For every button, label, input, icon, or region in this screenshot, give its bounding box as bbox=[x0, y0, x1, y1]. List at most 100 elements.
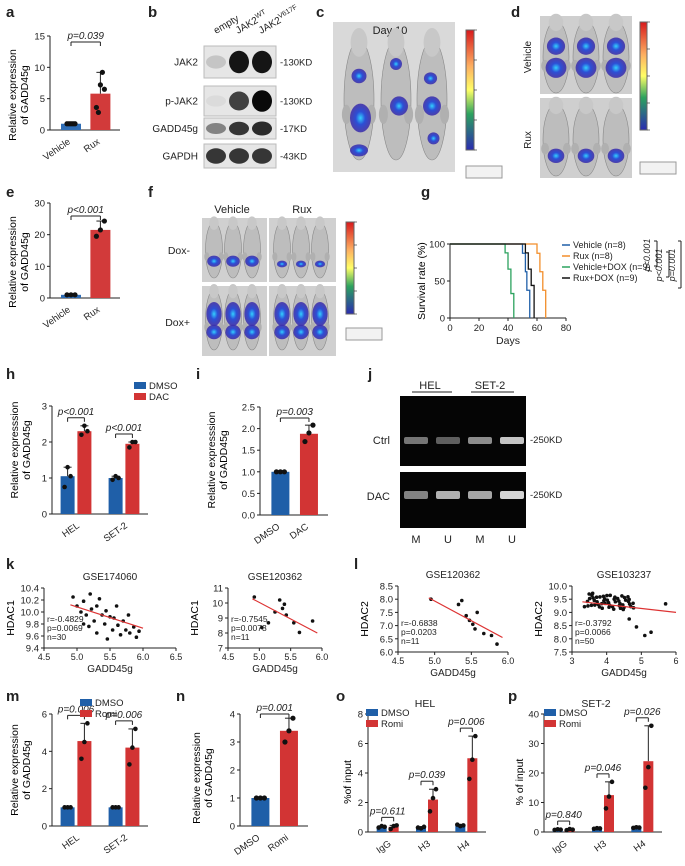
p-bar bbox=[631, 827, 642, 832]
f-scale-box bbox=[345, 327, 383, 341]
m-point bbox=[79, 756, 84, 762]
p-legend-swatch bbox=[544, 720, 556, 727]
f-row-label: Dox- bbox=[168, 245, 191, 257]
m-point bbox=[133, 726, 138, 732]
k1-point bbox=[81, 599, 86, 603]
d-bot-mouse-paw bbox=[571, 142, 579, 155]
o-y-tick-label: 4 bbox=[358, 769, 363, 780]
c3-signal bbox=[427, 132, 440, 145]
panel-label-j: j bbox=[368, 366, 373, 383]
k2-y-tick-label: 10 bbox=[212, 599, 223, 610]
g-y-tick-label: 100 bbox=[429, 240, 445, 251]
l1-point bbox=[464, 613, 469, 618]
l2-point bbox=[611, 607, 616, 611]
d-top-signal bbox=[606, 37, 626, 55]
m-point bbox=[116, 805, 121, 810]
p-legend-label: Romi bbox=[559, 719, 581, 730]
m-y-tick-label: 2 bbox=[42, 784, 47, 795]
h-point bbox=[127, 445, 132, 450]
l1-y-tick-label: 7.0 bbox=[380, 621, 393, 632]
m-legend-label: DMSO bbox=[95, 698, 124, 709]
l1-point bbox=[473, 627, 477, 631]
panel-label-k: k bbox=[6, 556, 15, 573]
l2-point bbox=[600, 606, 605, 611]
h-point bbox=[133, 439, 138, 445]
a-bar bbox=[61, 123, 81, 130]
f-top-mouse bbox=[205, 221, 223, 279]
k1-xlabel: GADD45g bbox=[87, 664, 133, 675]
g-curve-rux-dox bbox=[450, 243, 535, 318]
k2-point bbox=[260, 625, 264, 630]
p-point bbox=[597, 826, 603, 831]
m-point bbox=[130, 745, 135, 750]
j-gel-top bbox=[400, 396, 526, 466]
o-p-value: p=0.611 bbox=[369, 806, 406, 817]
m-legend-swatch bbox=[80, 699, 92, 706]
h-ylabel: Relative expresssionof GADD45g bbox=[9, 401, 33, 498]
k1-point bbox=[89, 607, 94, 611]
f-top-mouse-head bbox=[315, 216, 325, 230]
i-p-value: p=0.003 bbox=[275, 407, 313, 418]
g-p-value: p<0.001 bbox=[642, 239, 652, 273]
a-ylabel: Relative expressionof GADD45g bbox=[7, 49, 31, 141]
o-legend-label: Romi bbox=[381, 719, 403, 730]
l2-point bbox=[586, 604, 590, 608]
i-y-tick-label: 2.0 bbox=[242, 424, 255, 435]
l1-x-tick-label: 5.0 bbox=[428, 656, 441, 666]
k1-point bbox=[114, 604, 119, 608]
f-top-mouse-paw bbox=[286, 252, 292, 262]
d-bot-mouse-head bbox=[548, 96, 564, 115]
b-band bbox=[229, 91, 249, 111]
h-point bbox=[82, 423, 87, 429]
k1-trend-line bbox=[70, 604, 144, 629]
m-bar bbox=[60, 807, 75, 826]
m-point bbox=[127, 762, 132, 767]
g-p-value: p<0.001 bbox=[654, 249, 664, 283]
f-top-signal bbox=[226, 255, 240, 267]
d-bot-mouse-head bbox=[608, 96, 624, 115]
n-point bbox=[282, 739, 288, 745]
o-legend-label: DMSO bbox=[381, 708, 410, 719]
k2-x-tick-label: 4.5 bbox=[222, 652, 235, 662]
c1-signal bbox=[351, 68, 367, 84]
j-band bbox=[436, 491, 460, 499]
k2-point bbox=[277, 598, 282, 602]
l1-y-tick-label: 7.5 bbox=[380, 608, 393, 619]
o-x-label: H3 bbox=[416, 838, 432, 854]
p-y-tick-label: 30 bbox=[528, 739, 539, 750]
k2-stat: r=-0.7545 bbox=[231, 614, 268, 624]
l1-stat: n=11 bbox=[401, 636, 420, 646]
k2-trend-line bbox=[252, 598, 318, 634]
e-point bbox=[101, 218, 107, 224]
p-legend-label: DMSO bbox=[559, 708, 588, 719]
m-point bbox=[82, 739, 87, 745]
a-point bbox=[97, 82, 103, 88]
k2-stat: n=11 bbox=[231, 632, 250, 642]
k1-point bbox=[81, 622, 86, 626]
panel-label-e: e bbox=[6, 184, 15, 201]
d-bot-mouse bbox=[602, 103, 630, 177]
k1-y-tick-label: 9.8 bbox=[26, 620, 39, 631]
l2-point bbox=[618, 606, 623, 611]
c1-signal bbox=[350, 144, 368, 157]
m-x-label: HEL bbox=[60, 832, 81, 852]
e-y-tick-label: 0 bbox=[40, 294, 45, 305]
l1-y-tick-label: 6.5 bbox=[380, 634, 393, 645]
c2-signal bbox=[390, 58, 402, 70]
l1-stat: r=-0.6838 bbox=[401, 618, 438, 628]
l2-point bbox=[582, 604, 587, 609]
n-bar bbox=[279, 730, 298, 826]
n-y-tick-label: 0 bbox=[230, 822, 235, 833]
p-p-value: p=0.840 bbox=[544, 810, 582, 821]
j-band bbox=[500, 491, 524, 499]
k2-point bbox=[280, 606, 285, 611]
l1-x-tick-label: 4.5 bbox=[392, 656, 405, 666]
n-point bbox=[290, 715, 296, 721]
p-point bbox=[649, 723, 654, 729]
f-bot-mouse-head bbox=[228, 284, 238, 299]
l2-point bbox=[587, 592, 591, 596]
o-bar bbox=[428, 799, 438, 832]
h-point bbox=[65, 464, 70, 470]
p-bar bbox=[643, 761, 654, 832]
g-curve-vehicle-dox bbox=[450, 243, 515, 318]
